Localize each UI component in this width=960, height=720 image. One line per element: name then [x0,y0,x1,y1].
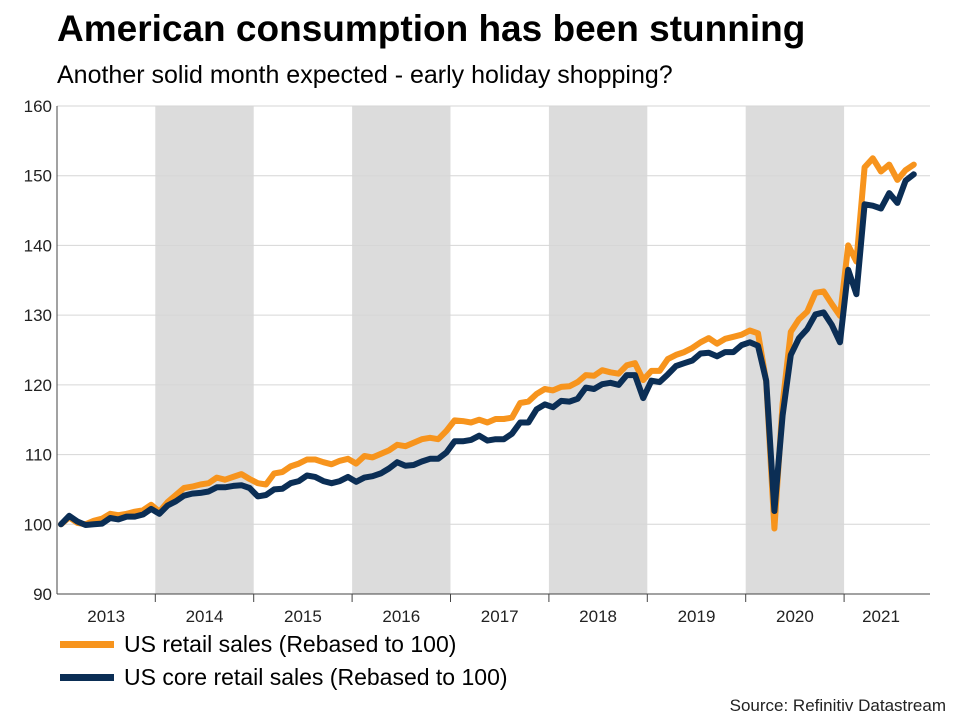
legend-item-retail: US retail sales (Rebased to 100) [60,628,508,661]
x-tick-label-2020: 2020 [776,607,814,626]
axes: 90 100 110 120 130 140 150 160 2013 2014 2015 2016 2… [24,97,930,626]
chart-subtitle: Another solid month expected - early hol… [57,61,673,89]
y-tick-label-140: 140 [24,236,52,255]
y-tick-label-160: 160 [24,97,52,116]
y-tick-label-110: 110 [25,446,52,465]
x-tick-label-2014: 2014 [186,607,224,626]
shaded-band-2018 [548,106,648,594]
shaded-band-2016 [352,106,451,594]
legend-item-core: US core retail sales (Rebased to 100) [60,661,508,694]
x-tick-label-2017: 2017 [481,607,519,626]
y-tick-label-130: 130 [24,306,52,325]
chart-title: American consumption has been stunning [57,8,806,49]
y-tick-label-100: 100 [24,515,52,534]
legend-label-retail: US retail sales (Rebased to 100) [124,631,457,657]
shaded-band-2014 [155,106,254,594]
x-tick-label-2016: 2016 [382,607,420,626]
legend-label-core: US core retail sales (Rebased to 100) [124,664,508,690]
x-tick-label-2019: 2019 [678,607,716,626]
y-tick-label-120: 120 [24,376,52,395]
series-line-core [58,171,917,528]
legend-swatch-retail [60,641,114,648]
y-tick-label-150: 150 [24,167,52,186]
x-tick-label-2015: 2015 [284,607,322,626]
shaded-year-bands [155,106,845,594]
legend-swatch-core [60,674,114,681]
source-note: Source: Refinitiv Datastream [729,696,946,715]
y-tick-label-90: 90 [33,585,52,604]
x-tick-label-2021: 2021 [862,607,900,626]
x-tick-label-2018: 2018 [579,607,617,626]
legend: US retail sales (Rebased to 100) US core… [60,628,508,694]
series-lines [58,155,917,532]
x-tick-label-2013: 2013 [87,607,125,626]
